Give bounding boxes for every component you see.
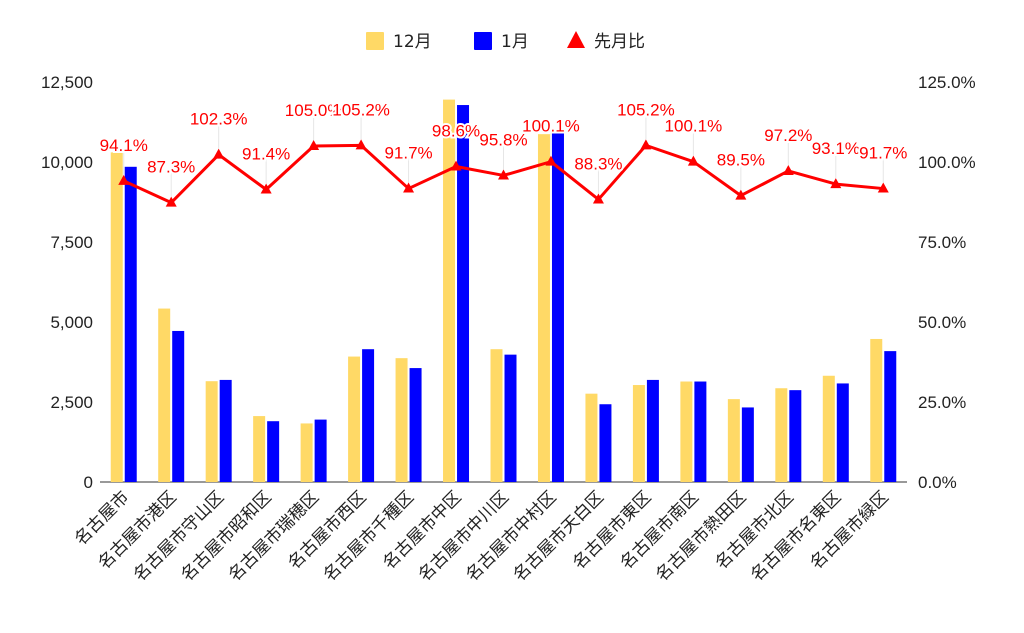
y-right-tick-label: 100.0% bbox=[918, 153, 976, 172]
bar-dec bbox=[490, 349, 503, 482]
legend-label: 1月 bbox=[501, 32, 529, 52]
bar-dec bbox=[110, 152, 123, 482]
bar-dec bbox=[822, 375, 835, 482]
legend-swatch-ratio bbox=[567, 31, 585, 48]
ratio-data-label: 87.3% bbox=[147, 158, 195, 177]
ratio-point-marker bbox=[545, 155, 557, 166]
bar-dec bbox=[443, 99, 456, 482]
bar-jan bbox=[219, 379, 232, 482]
legend-swatch-dec bbox=[366, 32, 384, 50]
y-left-tick-label: 10,000 bbox=[41, 153, 93, 172]
ratio-data-label: 98.6% bbox=[432, 121, 480, 140]
ratio-point-marker bbox=[782, 164, 794, 175]
bar-jan bbox=[267, 421, 280, 482]
bar-jan bbox=[789, 390, 802, 482]
ratio-point-marker bbox=[877, 182, 889, 193]
ratio-data-label: 100.1% bbox=[665, 117, 723, 136]
legend-swatch-jan bbox=[474, 32, 492, 50]
legend-label: 12月 bbox=[393, 32, 432, 52]
ratio-data-label: 105.0% bbox=[285, 101, 343, 120]
y-left-tick-label: 7,500 bbox=[50, 233, 93, 252]
ratio-data-label: 89.5% bbox=[717, 151, 765, 170]
ratio-data-label: 95.8% bbox=[479, 130, 527, 149]
bar-jan bbox=[457, 105, 470, 482]
ratio-point-marker bbox=[735, 189, 747, 200]
ratio-point-marker bbox=[308, 140, 320, 150]
ratio-point-marker bbox=[213, 148, 225, 159]
ratio-data-label: 91.7% bbox=[384, 144, 432, 163]
ratio-data-label: 91.4% bbox=[242, 145, 290, 164]
y-left-tick-label: 2,500 bbox=[50, 393, 93, 412]
ratio-point-marker bbox=[403, 182, 415, 193]
bar-dec bbox=[348, 356, 361, 482]
bar-jan bbox=[836, 383, 849, 482]
bar-jan bbox=[599, 404, 612, 482]
bar-jan bbox=[409, 368, 422, 482]
ratio-data-label: 97.2% bbox=[764, 126, 812, 145]
bar-dec bbox=[300, 423, 313, 482]
ratio-data-label: 93.1% bbox=[812, 139, 860, 158]
ratio-point-marker bbox=[165, 196, 177, 207]
bar-jan bbox=[504, 354, 517, 482]
ratio-point-marker bbox=[260, 183, 272, 194]
bar-jan bbox=[314, 419, 327, 482]
ratio-point-marker bbox=[498, 169, 509, 180]
legend-label: 先月比 bbox=[594, 32, 645, 52]
ratio-point-marker bbox=[687, 155, 699, 166]
ratio-point-marker bbox=[830, 178, 842, 189]
bar-dec bbox=[158, 308, 171, 482]
ratio-data-label: 105.2% bbox=[332, 100, 390, 119]
bar-jan bbox=[884, 351, 897, 482]
bar-jan bbox=[362, 349, 375, 482]
y-right-tick-label: 125.0% bbox=[918, 73, 976, 92]
bar-dec bbox=[253, 416, 266, 482]
y-right-tick-label: 0.0% bbox=[918, 473, 957, 492]
y-left-tick-label: 5,000 bbox=[50, 313, 93, 332]
ratio-data-label: 94.1% bbox=[100, 136, 148, 155]
bar-dec bbox=[395, 358, 408, 482]
bar-jan bbox=[646, 379, 659, 482]
y-right-tick-label: 50.0% bbox=[918, 313, 966, 332]
bar-jan bbox=[172, 330, 185, 482]
ratio-data-label: 91.7% bbox=[859, 144, 907, 163]
bar-jan bbox=[694, 381, 707, 482]
bar-dec bbox=[632, 385, 645, 482]
ratio-data-label: 102.3% bbox=[190, 110, 248, 129]
ratio-data-label: 88.3% bbox=[574, 154, 622, 173]
bar-jan bbox=[124, 166, 137, 483]
ratio-data-label: 105.2% bbox=[617, 100, 675, 119]
ratio-point-marker bbox=[355, 139, 367, 150]
y-left-tick-label: 0 bbox=[84, 473, 93, 492]
ratio-point-marker bbox=[640, 139, 652, 150]
bar-dec bbox=[727, 399, 740, 482]
ratio-point-marker bbox=[592, 193, 604, 204]
ratio-point-marker bbox=[118, 174, 130, 185]
bar-dec bbox=[205, 381, 218, 482]
y-right-tick-label: 25.0% bbox=[918, 393, 966, 412]
y-left-tick-label: 12,500 bbox=[41, 73, 93, 92]
bar-dec bbox=[870, 338, 883, 482]
bar-jan bbox=[741, 407, 754, 482]
bar-dec bbox=[680, 381, 693, 482]
bar-jan bbox=[551, 133, 564, 482]
bar-dec bbox=[775, 388, 788, 482]
bar-dec bbox=[585, 393, 598, 482]
y-right-tick-label: 75.0% bbox=[918, 233, 966, 252]
ratio-data-label: 100.1% bbox=[522, 117, 580, 136]
ratio-point-marker bbox=[450, 160, 462, 171]
bar-dec bbox=[537, 134, 550, 482]
